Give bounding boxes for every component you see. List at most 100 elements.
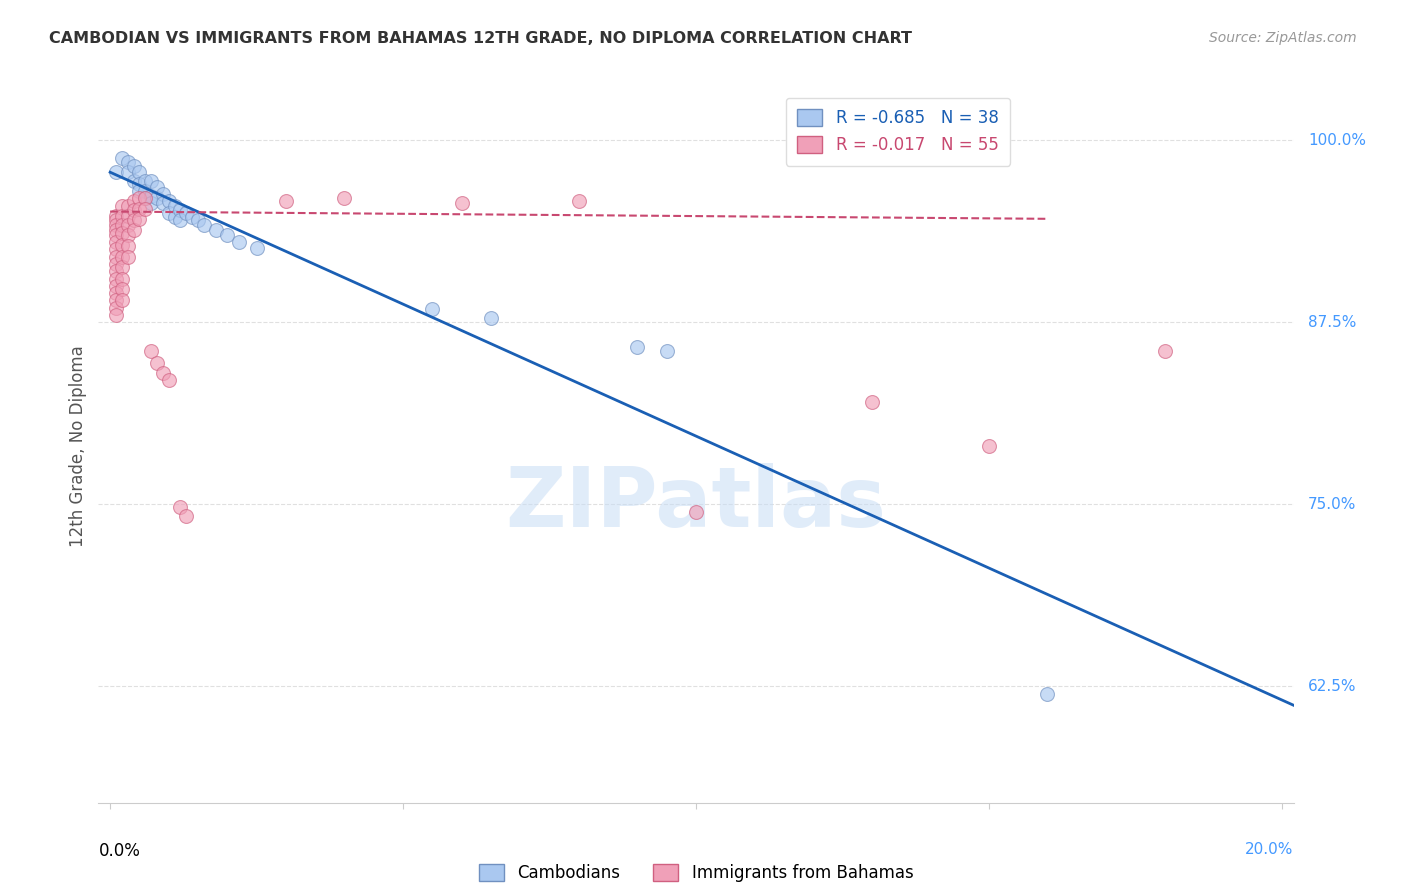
- Text: CAMBODIAN VS IMMIGRANTS FROM BAHAMAS 12TH GRADE, NO DIPLOMA CORRELATION CHART: CAMBODIAN VS IMMIGRANTS FROM BAHAMAS 12T…: [49, 31, 912, 46]
- Point: [128, 184, 150, 198]
- Point: [117, 227, 139, 242]
- Point: [105, 286, 128, 301]
- Point: [174, 508, 197, 523]
- Point: [105, 165, 128, 179]
- Point: [163, 199, 186, 213]
- Point: [111, 282, 134, 296]
- Point: [105, 218, 128, 232]
- Point: [117, 239, 139, 253]
- Point: [134, 184, 156, 198]
- Point: [169, 203, 191, 218]
- Legend: Cambodians, Immigrants from Bahamas: Cambodians, Immigrants from Bahamas: [472, 857, 920, 889]
- Text: ZIPatlas: ZIPatlas: [506, 463, 886, 543]
- Point: [420, 302, 443, 317]
- Y-axis label: 12th Grade, No Diploma: 12th Grade, No Diploma: [69, 345, 87, 547]
- Point: [111, 199, 134, 213]
- Point: [105, 293, 128, 308]
- Point: [105, 308, 128, 322]
- Text: 62.5%: 62.5%: [1308, 679, 1357, 694]
- Point: [655, 344, 678, 359]
- Point: [105, 213, 128, 227]
- Point: [204, 223, 226, 237]
- Point: [111, 238, 134, 252]
- Point: [174, 206, 197, 220]
- Point: [146, 191, 169, 205]
- Point: [122, 203, 145, 218]
- Point: [141, 195, 163, 210]
- Point: [105, 271, 128, 285]
- Point: [152, 366, 174, 380]
- Point: [685, 504, 707, 518]
- Point: [141, 188, 163, 202]
- Point: [128, 202, 150, 216]
- Point: [626, 340, 648, 354]
- Point: [117, 165, 139, 179]
- Point: [111, 227, 134, 241]
- Point: [111, 151, 134, 165]
- Point: [141, 344, 163, 359]
- Point: [157, 206, 180, 220]
- Text: 75.0%: 75.0%: [1308, 497, 1357, 512]
- Point: [134, 191, 156, 205]
- Point: [122, 223, 145, 237]
- Point: [163, 211, 186, 225]
- Point: [187, 213, 209, 227]
- Point: [105, 250, 128, 264]
- Point: [128, 191, 150, 205]
- Text: Source: ZipAtlas.com: Source: ZipAtlas.com: [1209, 31, 1357, 45]
- Point: [274, 194, 297, 209]
- Text: 100.0%: 100.0%: [1308, 133, 1365, 148]
- Point: [146, 356, 169, 370]
- Point: [1153, 344, 1175, 359]
- Point: [141, 174, 163, 188]
- Point: [169, 213, 191, 227]
- Point: [134, 191, 156, 205]
- Text: 0.0%: 0.0%: [98, 842, 141, 860]
- Point: [122, 160, 145, 174]
- Point: [157, 194, 180, 209]
- Point: [111, 293, 134, 308]
- Point: [105, 227, 128, 242]
- Point: [122, 174, 145, 188]
- Point: [157, 374, 180, 388]
- Point: [105, 278, 128, 293]
- Point: [117, 218, 139, 232]
- Point: [122, 213, 145, 227]
- Point: [193, 218, 215, 232]
- Point: [122, 194, 145, 209]
- Point: [217, 227, 239, 242]
- Point: [479, 310, 502, 325]
- Point: [152, 195, 174, 210]
- Point: [105, 235, 128, 249]
- Point: [105, 301, 128, 315]
- Point: [228, 235, 250, 249]
- Point: [977, 439, 1000, 453]
- Point: [333, 191, 356, 205]
- Text: 87.5%: 87.5%: [1308, 315, 1357, 330]
- Point: [111, 260, 134, 274]
- Point: [568, 194, 591, 209]
- Point: [105, 209, 128, 223]
- Point: [450, 195, 472, 210]
- Point: [117, 250, 139, 264]
- Point: [128, 165, 150, 179]
- Point: [111, 218, 134, 232]
- Point: [117, 155, 139, 169]
- Point: [111, 271, 134, 285]
- Point: [146, 179, 169, 194]
- Point: [169, 500, 191, 515]
- Point: [1036, 687, 1059, 701]
- Point: [134, 202, 156, 216]
- Point: [117, 209, 139, 223]
- Point: [111, 209, 134, 223]
- Point: [128, 211, 150, 226]
- Point: [181, 211, 204, 225]
- Point: [128, 177, 150, 191]
- Point: [246, 241, 269, 255]
- Text: 20.0%: 20.0%: [1246, 842, 1294, 857]
- Point: [105, 243, 128, 257]
- Point: [105, 264, 128, 278]
- Point: [152, 187, 174, 202]
- Point: [117, 199, 139, 213]
- Point: [111, 250, 134, 264]
